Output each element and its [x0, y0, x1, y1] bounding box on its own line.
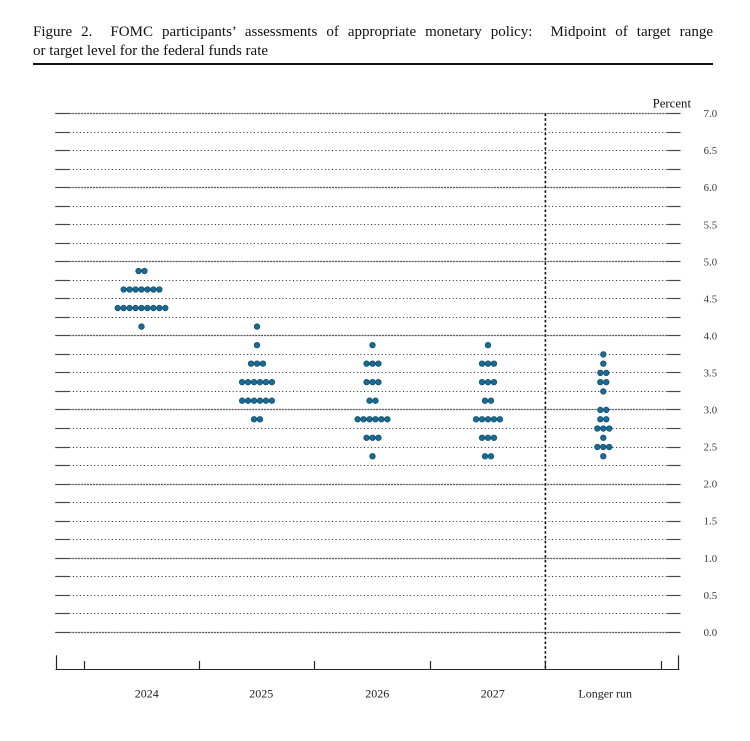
svg-text:6.5: 6.5 [704, 145, 718, 157]
svg-text:4.0: 4.0 [704, 330, 718, 342]
svg-text:Percent: Percent [653, 97, 692, 111]
svg-text:1.5: 1.5 [704, 516, 718, 528]
svg-text:3.5: 3.5 [704, 368, 718, 380]
svg-text:4.5: 4.5 [704, 293, 718, 305]
svg-text:2027: 2027 [481, 686, 505, 700]
svg-text:2024: 2024 [135, 686, 159, 700]
svg-text:2025: 2025 [249, 686, 273, 700]
svg-text:Longer run: Longer run [578, 686, 632, 700]
svg-text:2026: 2026 [365, 686, 389, 700]
svg-text:0.5: 0.5 [704, 590, 718, 602]
svg-text:3.0: 3.0 [704, 405, 718, 417]
svg-text:7.0: 7.0 [704, 108, 718, 120]
svg-text:6.0: 6.0 [704, 182, 718, 194]
svg-text:2.0: 2.0 [704, 479, 718, 491]
svg-text:1.0: 1.0 [704, 553, 718, 565]
svg-text:2.5: 2.5 [704, 442, 718, 454]
svg-text:5.5: 5.5 [704, 219, 718, 231]
svg-text:5.0: 5.0 [704, 256, 718, 268]
svg-text:0.0: 0.0 [704, 627, 718, 639]
